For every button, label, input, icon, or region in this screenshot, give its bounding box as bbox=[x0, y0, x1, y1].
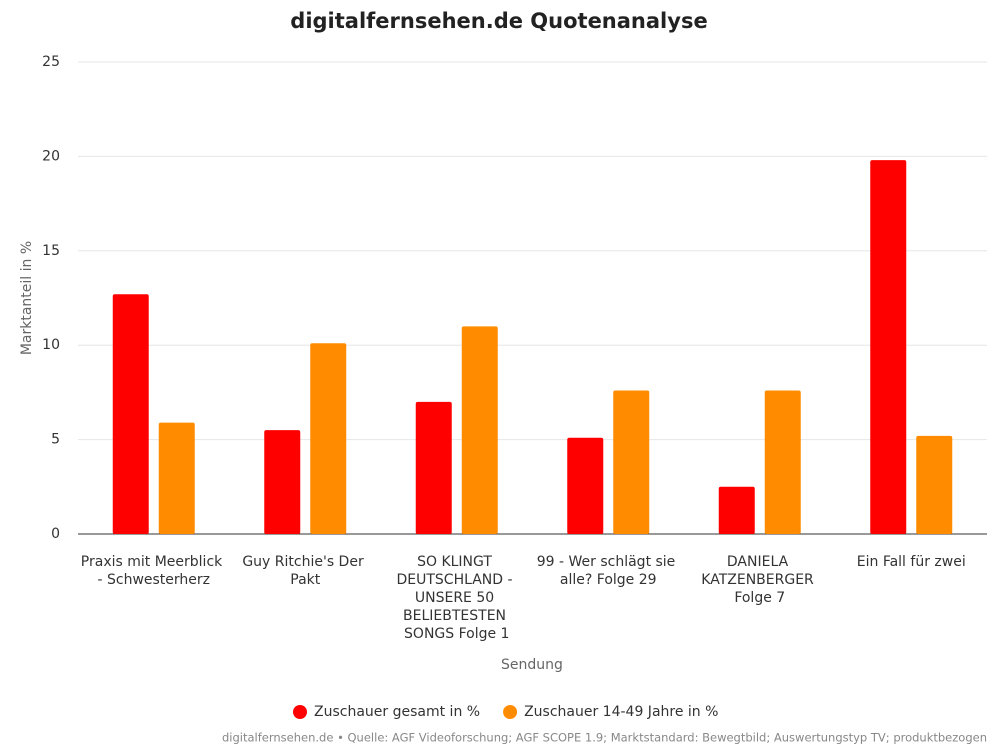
y-axis-label: Marktanteil in % bbox=[19, 241, 35, 355]
y-tick-label: 25 bbox=[42, 54, 60, 70]
bar bbox=[415, 401, 452, 534]
bar bbox=[567, 437, 604, 534]
y-tick-label: 20 bbox=[42, 148, 60, 164]
bar bbox=[870, 160, 907, 534]
legend-label: Zuschauer gesamt in % bbox=[314, 704, 480, 720]
legend-swatch bbox=[503, 705, 518, 719]
legend-label: Zuschauer 14-49 Jahre in % bbox=[524, 704, 718, 720]
x-axis-label: Sendung bbox=[501, 657, 563, 673]
y-tick-label: 15 bbox=[42, 243, 60, 259]
bar bbox=[158, 422, 195, 534]
x-tick-label: 99 - Wer schlägt sie alle? Folge 29 bbox=[537, 554, 680, 588]
x-tick-label: Ein Fall für zwei bbox=[857, 554, 966, 570]
legend-swatch bbox=[293, 705, 307, 719]
x-tick-label: SO KLINGT DEUTSCHLAND - UNSERE 50 BELIEB… bbox=[396, 554, 517, 642]
y-tick-label: 5 bbox=[51, 432, 60, 448]
y-tick-label: 10 bbox=[42, 337, 60, 353]
bar bbox=[264, 430, 301, 534]
x-tick-label: Praxis mit Meerblick - Schwesterherz bbox=[81, 554, 227, 588]
y-tick-label: 0 bbox=[51, 526, 60, 542]
bar bbox=[718, 486, 755, 534]
bar bbox=[310, 343, 347, 534]
bar bbox=[461, 326, 498, 534]
bar bbox=[764, 390, 801, 534]
x-tick-label: Guy Ritchie's Der Pakt bbox=[242, 554, 368, 588]
source-note: digitalfernsehen.de • Quelle: AGF Videof… bbox=[222, 731, 987, 745]
x-tick-label: DANIELA KATZENBERGER Folge 7 bbox=[701, 554, 818, 606]
bar bbox=[613, 390, 650, 534]
chart-title: digitalfernsehen.de Quotenanalyse bbox=[290, 9, 707, 33]
bar bbox=[916, 435, 953, 534]
bar bbox=[112, 294, 149, 534]
